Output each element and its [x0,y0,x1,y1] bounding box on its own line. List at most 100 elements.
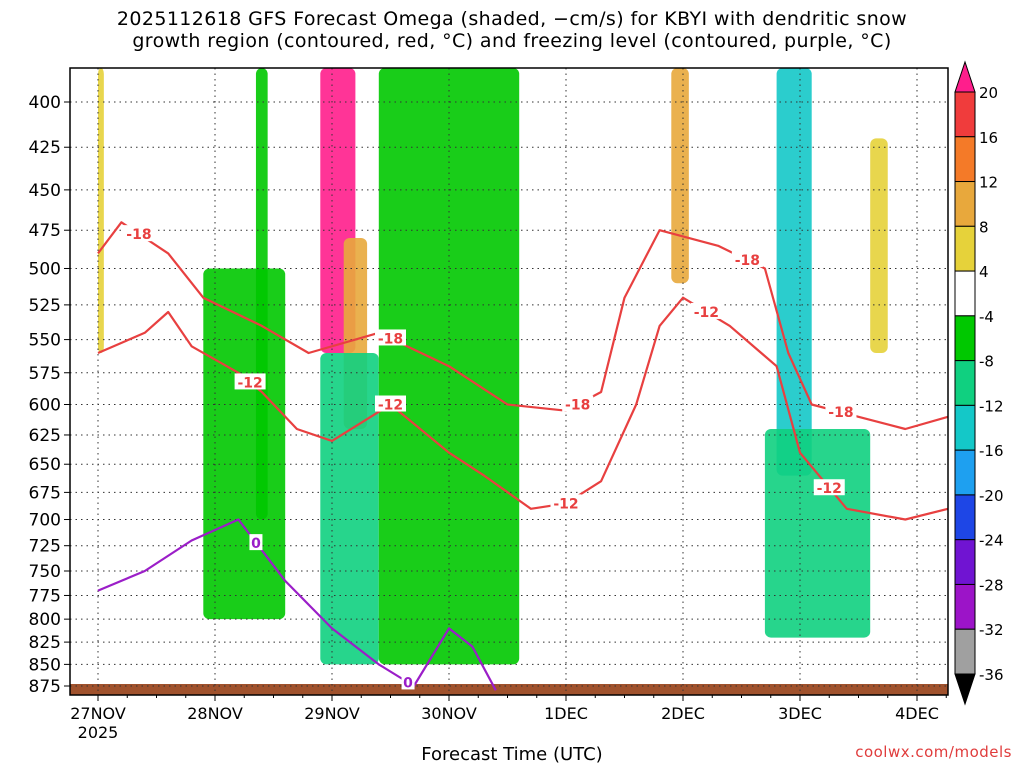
contour-label-bg [375,329,406,346]
colorbar-label-11: -28 [979,576,1004,594]
colorbar-box-7 [954,360,976,406]
y-tick-label-450: 450 [29,181,61,201]
y-tick-label-700: 700 [29,511,61,531]
x-tick-label-5: 2DEC [661,704,705,723]
x-tick-label-3: 30NOV [421,704,477,723]
omega-shading [70,68,948,695]
contour-label-0: 0 [403,675,413,691]
colorbar-bottom-triangle [954,673,976,706]
contour-label--18: -18 [828,405,853,421]
y-tick-label-475: 475 [29,221,61,241]
y-tick-label-575: 575 [29,364,61,384]
contour-label-bg [375,395,406,412]
omega-region-6 [320,353,379,665]
y-tick-label-525: 525 [29,296,61,316]
y-tick-label-600: 600 [29,396,61,416]
terrain-strip [70,684,948,695]
omega-region-8 [671,68,689,284]
contour-label-bg [234,373,266,390]
contour-lines: -18 -18 -18 -18 -18 -12 -12 -12 -12 -12 0 0 [97,221,949,691]
colorbar-label-9: -20 [979,487,1004,505]
omega-region-10 [764,428,871,638]
x-tick-label-4: 1DEC [544,704,588,723]
colorbar-box-3 [954,181,976,227]
colorbar-box-4 [954,225,976,272]
credit-text: coolwx.com/models [855,743,1012,761]
y-tick-label-675: 675 [29,483,61,503]
x-tick-label-1: 28NOV [187,704,243,723]
chart-title-line-1: 2025112618 GFS Forecast Omega (shaded, −… [116,8,908,30]
colorbar-label-0: 20 [979,84,998,102]
colorbar-box-2 [954,136,976,183]
colorbar-label-8: -16 [979,442,1004,460]
colorbar-box-5 [954,270,976,317]
x-tick-sublabel-0: 2025 [78,723,119,742]
contour-label-bg [813,479,845,496]
y-tick-label-875: 875 [29,677,61,697]
contour-label-bg [123,225,155,242]
colorbar-box-9 [954,449,976,496]
contour-label-bg [401,673,415,690]
contour-label-bg [562,395,594,412]
colorbar-box-10 [954,494,976,541]
colorbar-box-11 [954,539,976,585]
contour-label--12: -12 [694,305,719,321]
colorbar-label-1: 16 [979,129,998,147]
x-tick-label-6: 3DEC [778,704,822,723]
contour-label--12: -12 [553,496,578,512]
contour-label--18: -18 [126,227,151,243]
x-tick-label-7: 4DEC [895,704,939,723]
y-tick-label-800: 800 [29,610,61,630]
colorbar-box-8 [954,404,976,451]
contour-label--18: -18 [735,253,760,269]
contour-label-0: 0 [251,536,261,552]
y-tick-label-550: 550 [29,331,61,351]
contour-label--12: -12 [378,398,403,414]
colorbar-box-6 [954,315,976,362]
colorbar-label-2: 12 [979,174,998,192]
colorbar: 20 16 12 8 4 -4 -8 -12 -16 -20 -24 -28 -32 -36 [954,60,1004,706]
omega-region-9 [776,68,812,476]
colorbar-top-triangle [954,60,976,93]
omega-region-3 [255,68,268,520]
y-tick-label-400: 400 [29,93,61,113]
y-tick-label-625: 625 [29,426,61,446]
x-tick-label-0: 27NOV [70,704,126,723]
contour-label-bg [690,302,722,319]
y-tick-label-425: 425 [29,138,61,158]
colorbar-label-6: -8 [979,353,994,371]
contour-label--18: -18 [565,398,590,414]
axes: 400 425 450 475 500 525 550 575 600 625 650 675 700 7… [29,67,949,742]
contour-label--12: -12 [237,375,262,391]
colorbar-box-13 [954,628,976,675]
y-tick-label-775: 775 [29,586,61,606]
x-axis-title: Forecast Time (UTC) [421,744,603,765]
contour-line-0 [97,518,497,691]
y-tick-label-500: 500 [29,259,61,279]
contour-line--12 [97,296,949,521]
colorbar-label-10: -24 [979,532,1004,550]
y-tick-label-825: 825 [29,633,61,653]
x-tick-label-2: 29NOV [304,704,360,723]
chart-title-line-2: growth region (contoured, red, °C) and f… [132,30,892,52]
colorbar-box-12 [954,583,976,630]
contour-label--12: -12 [817,481,842,497]
colorbar-label-7: -12 [979,397,1004,415]
contour-label-bg [731,251,763,268]
plot-frame [69,67,949,696]
y-tick-label-725: 725 [29,537,61,557]
omega-region-11 [870,138,888,354]
colorbar-label-13: -36 [979,666,1004,684]
grid-lines [70,68,948,695]
colorbar-label-5: -4 [979,308,994,326]
contour-label-bg [550,494,582,511]
colorbar-label-12: -32 [979,621,1004,639]
y-tick-label-850: 850 [29,655,61,675]
contour-label-bg [825,403,857,420]
y-tick-label-650: 650 [29,455,61,475]
contour-label-bg [249,534,263,551]
colorbar-box-1 [954,91,976,138]
colorbar-label-4: 4 [979,263,989,281]
colorbar-label-3: 8 [979,218,989,236]
